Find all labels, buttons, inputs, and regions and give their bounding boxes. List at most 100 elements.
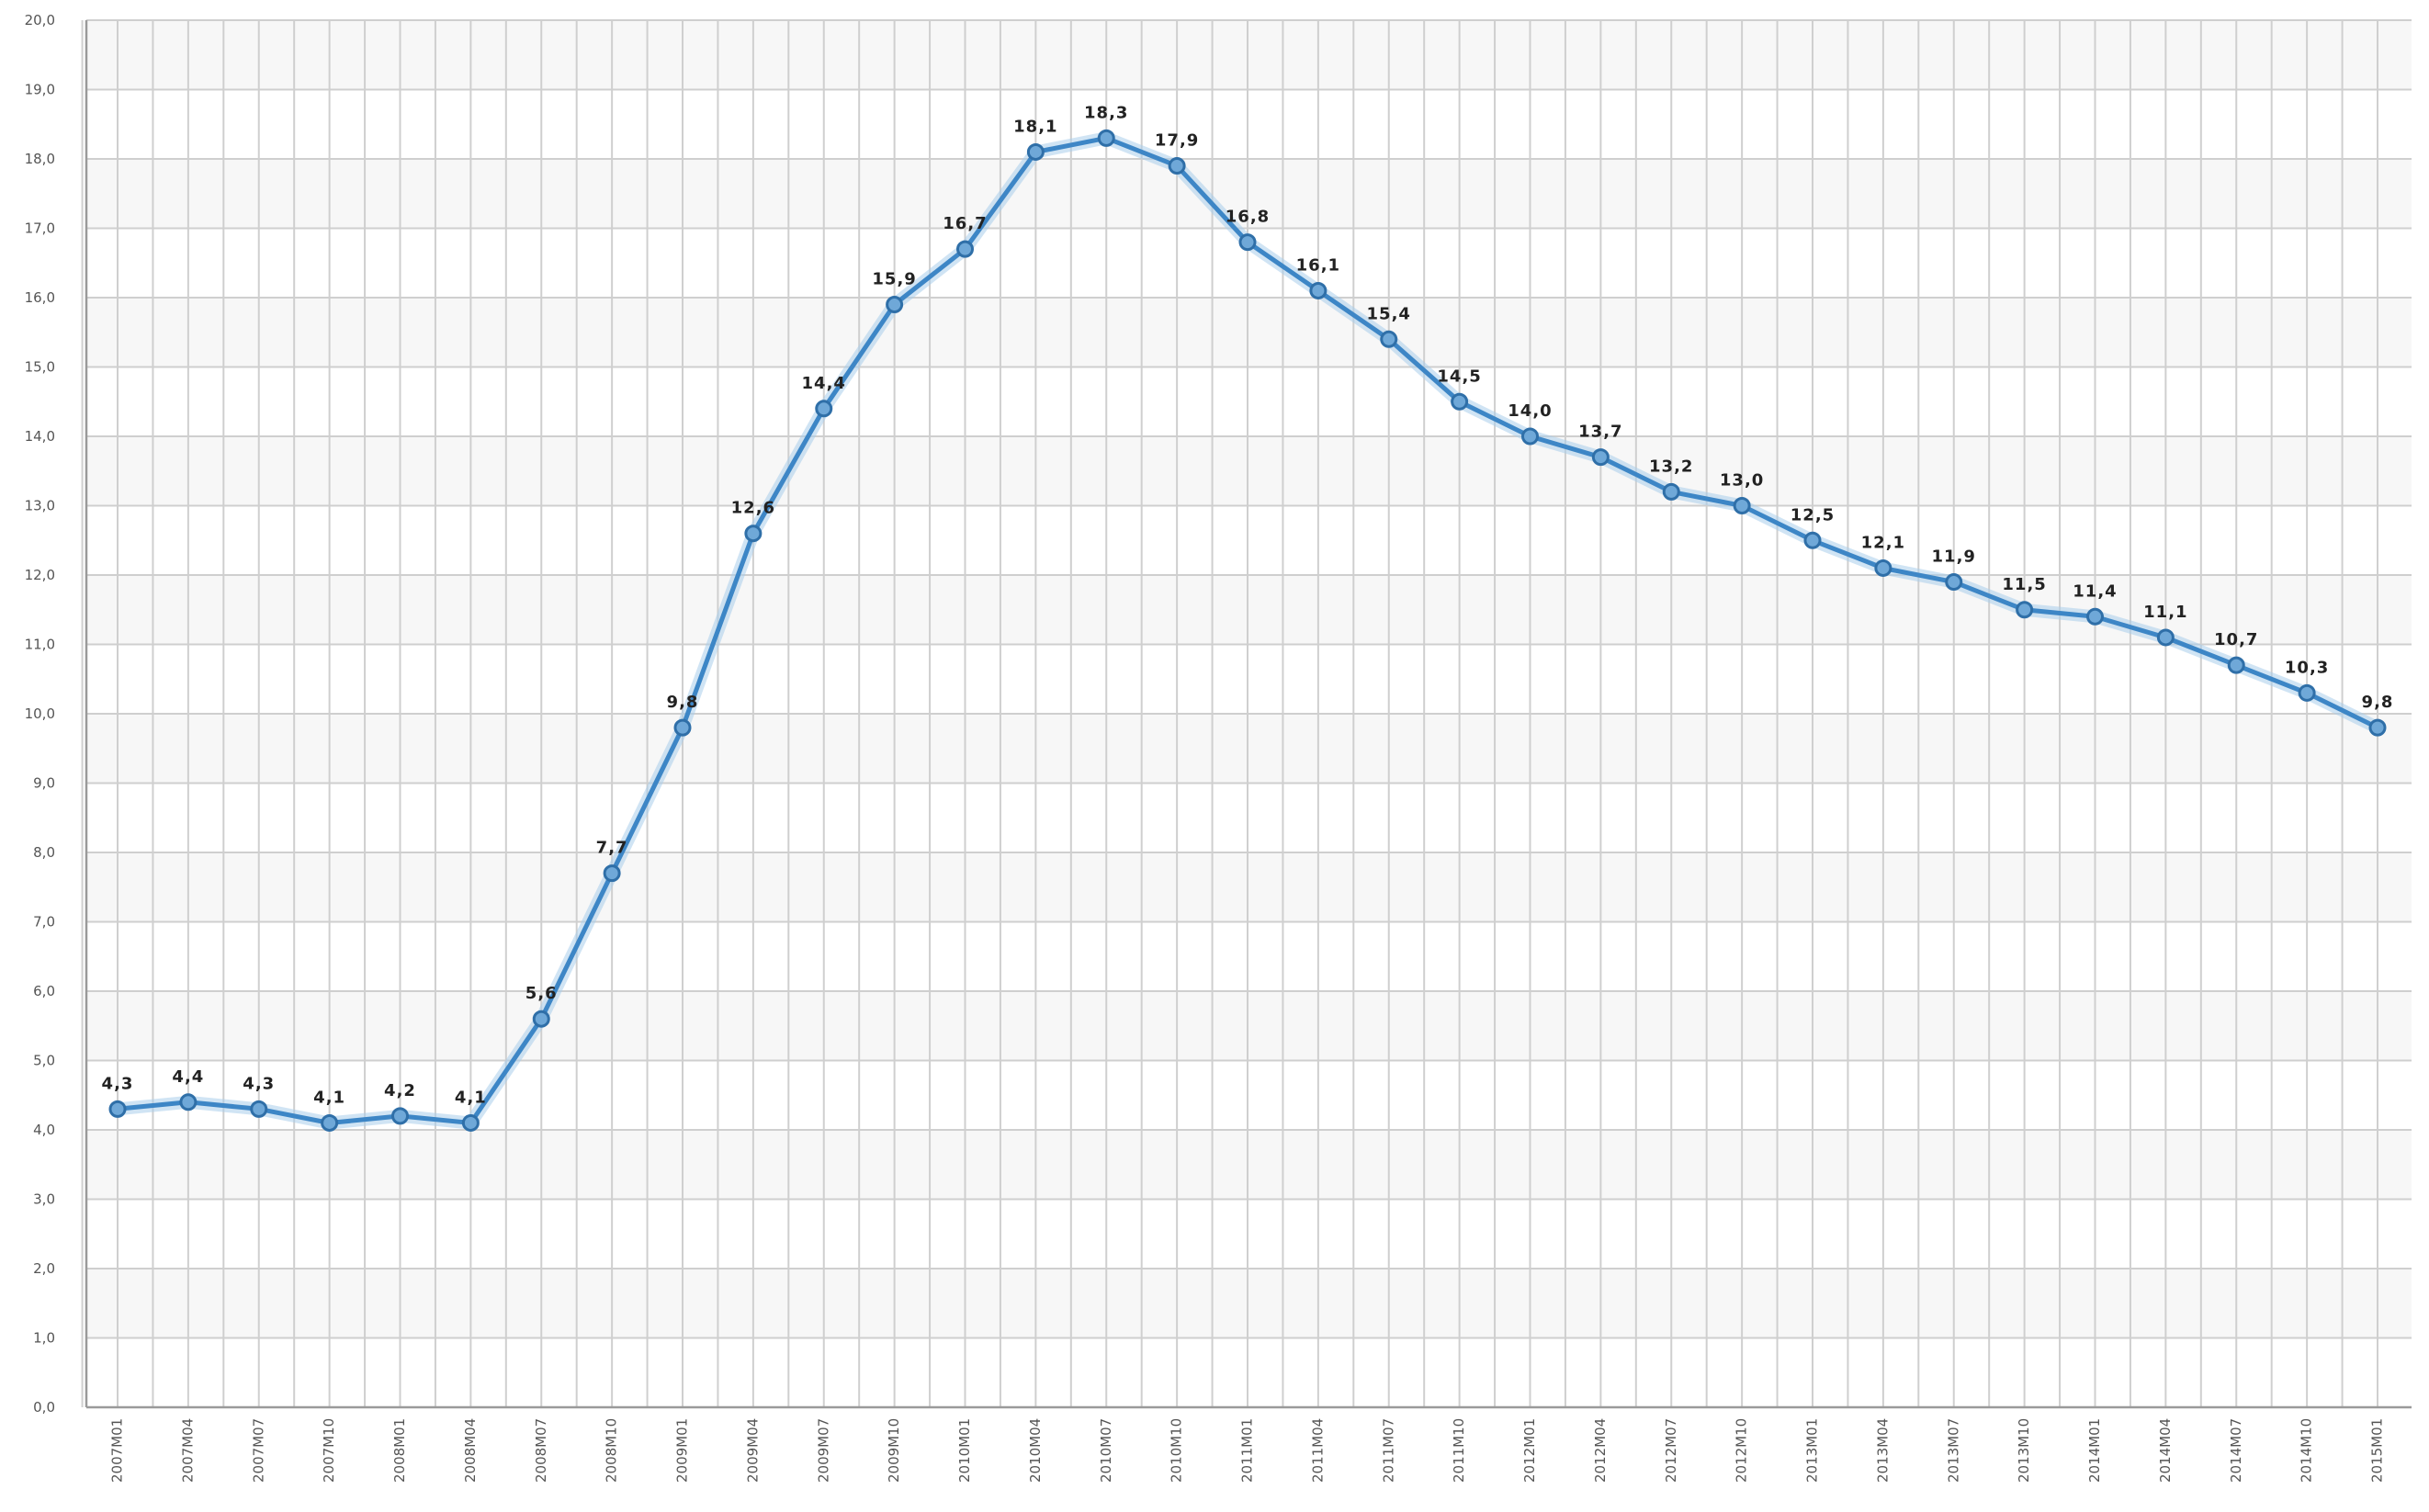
data-label: 13,0 [1720, 471, 1764, 491]
x-tick-label: 2014M10 [2299, 1418, 2315, 1483]
data-point [391, 1107, 409, 1125]
data-point [2156, 628, 2175, 647]
x-tick-label: 2013M07 [1945, 1418, 1961, 1483]
x-tick-label: 2009M01 [674, 1418, 691, 1483]
data-label: 13,7 [1578, 423, 1622, 442]
data-point [673, 718, 692, 737]
data-label: 13,2 [1649, 457, 1693, 476]
y-tick-label: 4,0 [33, 1122, 55, 1138]
data-point [2227, 656, 2245, 674]
data-label: 11,4 [2073, 581, 2117, 601]
x-tick-label: 2008M04 [462, 1418, 479, 1483]
data-point [1238, 233, 1257, 252]
x-tick-label: 2015M01 [2369, 1418, 2386, 1483]
data-point [1168, 157, 1186, 175]
data-points [108, 129, 2387, 1132]
x-tick-label: 2007M01 [109, 1418, 126, 1483]
y-tick-label: 0,0 [33, 1399, 55, 1416]
x-tick-label: 2012M10 [1734, 1418, 1750, 1483]
data-point [1026, 142, 1045, 161]
data-label: 4,1 [313, 1088, 345, 1107]
data-label: 15,9 [872, 270, 916, 289]
y-tick-label: 1,0 [33, 1330, 55, 1347]
data-label: 5,6 [525, 984, 558, 1003]
y-tick-label: 16,0 [25, 289, 55, 306]
data-point [2086, 607, 2104, 626]
y-tick-label: 6,0 [33, 983, 55, 999]
data-label: 9,8 [2362, 693, 2394, 712]
y-tick-label: 9,0 [33, 775, 55, 792]
y-tick-label: 3,0 [33, 1191, 55, 1208]
x-tick-label: 2010M01 [956, 1418, 973, 1483]
data-point [1521, 427, 1539, 446]
x-tick-label: 2014M07 [2228, 1418, 2244, 1483]
x-tick-label: 2011M04 [1309, 1418, 1326, 1483]
x-tick-label: 2012M01 [1521, 1418, 1538, 1483]
y-tick-label: 10,0 [25, 705, 55, 722]
y-tick-label: 12,0 [25, 567, 55, 583]
data-label: 11,9 [1932, 547, 1976, 567]
gridlines [81, 19, 2412, 1408]
x-tick-label: 2008M10 [604, 1418, 620, 1483]
data-point [1945, 573, 1963, 592]
data-label: 16,1 [1296, 255, 1340, 275]
data-label: 10,3 [2285, 658, 2329, 677]
data-labels: 4,3 4,4 4,3 4,1 4,2 4,1 5,6 7,7 9,8 12,6 14,4 15,9 1… [102, 103, 2394, 1107]
data-point [108, 1100, 127, 1118]
data-label: 14,5 [1437, 367, 1481, 386]
x-tick-label: 2011M07 [1380, 1418, 1396, 1483]
x-tick-label: 2010M04 [1027, 1418, 1044, 1483]
x-tick-label: 2008M01 [391, 1418, 408, 1483]
x-tick-label: 2013M01 [1804, 1418, 1821, 1483]
y-tick-label: 13,0 [25, 498, 55, 514]
y-tick-label: 20,0 [25, 12, 55, 28]
data-label: 4,3 [243, 1074, 275, 1093]
data-label: 18,1 [1013, 117, 1057, 136]
x-tick-label: 2013M04 [1874, 1418, 1891, 1483]
y-axis-tick-labels: 0,0 1,0 2,0 3,0 4,0 5,0 6,0 7,0 8,0 9,0 10,0 11,0 12… [25, 12, 55, 1416]
data-point [2368, 718, 2387, 737]
data-label: 12,6 [731, 499, 775, 518]
y-tick-label: 5,0 [33, 1053, 55, 1069]
data-point [956, 240, 974, 258]
data-label: 4,4 [172, 1067, 204, 1087]
data-label: 16,8 [1226, 208, 1270, 227]
y-tick-label: 14,0 [25, 428, 55, 445]
x-tick-label: 2007M07 [250, 1418, 266, 1483]
data-point [250, 1100, 268, 1118]
data-point [461, 1113, 480, 1132]
x-tick-label: 2014M01 [2086, 1418, 2103, 1483]
data-label: 11,5 [2002, 575, 2046, 594]
y-tick-label: 2,0 [33, 1260, 55, 1277]
data-point [744, 525, 763, 543]
data-label: 4,1 [455, 1088, 487, 1107]
data-point [1451, 392, 1469, 411]
y-tick-label: 7,0 [33, 914, 55, 931]
data-point [1380, 330, 1398, 348]
data-label: 10,7 [2214, 630, 2258, 649]
data-label: 12,1 [1861, 533, 1905, 552]
data-point [1874, 559, 1892, 577]
data-point [886, 296, 904, 314]
y-tick-label: 18,0 [25, 151, 55, 167]
x-tick-label: 2010M10 [1169, 1418, 1185, 1483]
data-point [179, 1093, 198, 1111]
x-tick-label: 2012M07 [1663, 1418, 1679, 1483]
data-point [603, 864, 621, 883]
data-point [815, 400, 833, 418]
data-label: 15,4 [1367, 304, 1411, 323]
data-point [1591, 448, 1610, 467]
data-point [1662, 482, 1680, 501]
x-tick-label: 2010M07 [1098, 1418, 1114, 1483]
data-label: 16,7 [943, 214, 987, 233]
y-tick-label: 15,0 [25, 359, 55, 376]
y-tick-label: 11,0 [25, 637, 55, 653]
data-label: 4,3 [102, 1074, 134, 1093]
x-tick-label: 2009M07 [815, 1418, 831, 1483]
x-tick-label: 2009M10 [886, 1418, 902, 1483]
axes [85, 20, 2412, 1409]
data-label: 14,0 [1508, 401, 1552, 421]
y-tick-label: 17,0 [25, 220, 55, 237]
x-tick-label: 2007M04 [179, 1418, 196, 1483]
x-tick-label: 2008M07 [533, 1418, 549, 1483]
